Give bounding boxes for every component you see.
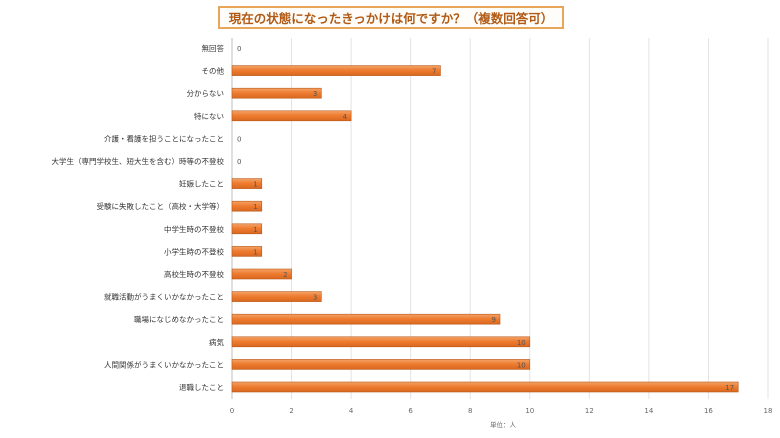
data-label: 0 xyxy=(237,45,241,53)
category-label: 就職活動がうまくいかなかったこと xyxy=(104,292,224,302)
x-tick-label: 16 xyxy=(704,407,713,415)
data-label: 9 xyxy=(492,316,496,324)
x-tick-label: 2 xyxy=(289,407,293,415)
data-label: 2 xyxy=(283,271,287,279)
x-tick-label: 8 xyxy=(468,407,472,415)
bar xyxy=(231,87,322,99)
x-tick-label: 14 xyxy=(644,407,653,415)
bar xyxy=(231,313,501,325)
data-label: 3 xyxy=(313,294,317,302)
bars xyxy=(231,65,739,393)
data-label: 0 xyxy=(237,135,241,143)
x-tick-label: 18 xyxy=(764,407,773,415)
bar xyxy=(231,200,263,212)
bar xyxy=(231,223,263,235)
category-label: 高校生時の不登校 xyxy=(164,269,224,279)
data-label: 0 xyxy=(237,158,241,166)
category-label: 大学生（専門学校生、短大生を含む）時等の不登校 xyxy=(52,156,225,166)
x-axis-unit-label: 単位：人 xyxy=(490,420,517,429)
data-label: 1 xyxy=(253,226,257,234)
data-label: 4 xyxy=(343,113,348,121)
category-label: 特にない xyxy=(194,111,224,121)
data-label: 1 xyxy=(253,203,257,211)
data-label: 17 xyxy=(725,384,734,392)
category-label: 病気 xyxy=(209,337,224,347)
x-tick-label: 6 xyxy=(408,407,413,415)
x-tick-label: 10 xyxy=(525,407,534,415)
bar xyxy=(231,359,531,370)
chart-title: 現在の状態になったきっかけは何ですか？（複数回答可） xyxy=(228,11,554,26)
category-label: 中学生時の不登校 xyxy=(164,224,224,234)
bar xyxy=(231,65,441,76)
chart-title-box: 現在の状態になったきっかけは何ですか？（複数回答可） xyxy=(218,6,564,29)
bar xyxy=(231,381,739,393)
bar xyxy=(231,268,292,280)
category-label: 分からない xyxy=(187,89,225,98)
data-label: 10 xyxy=(517,339,526,347)
bar xyxy=(231,246,263,257)
category-label: 介護・看護を担うことになったこと xyxy=(104,133,224,143)
category-label: 人間関係がうまくいかなかったこと xyxy=(104,359,224,369)
data-label: 10 xyxy=(517,361,526,369)
category-label: 受験に失敗したこと（高校・大学等） xyxy=(97,201,225,211)
bar xyxy=(231,178,263,189)
category-label: 妊娠したこと xyxy=(179,179,224,189)
bar xyxy=(231,110,352,122)
x-tick-label: 12 xyxy=(585,407,594,415)
category-label: 職場になじめなかったこと xyxy=(134,314,224,324)
category-label: その他 xyxy=(202,66,225,76)
bar xyxy=(231,291,322,302)
category-label: 無回答 xyxy=(202,43,225,53)
data-label: 7 xyxy=(432,68,436,76)
data-label: 1 xyxy=(253,248,257,256)
data-label: 1 xyxy=(253,181,257,189)
x-tick-label: 4 xyxy=(349,407,354,415)
x-tick-label: 0 xyxy=(230,407,234,415)
data-label: 3 xyxy=(313,90,317,98)
category-label: 小学生時の不登校 xyxy=(164,246,224,256)
category-label: 退職したこと xyxy=(179,383,224,392)
bar xyxy=(231,336,531,348)
